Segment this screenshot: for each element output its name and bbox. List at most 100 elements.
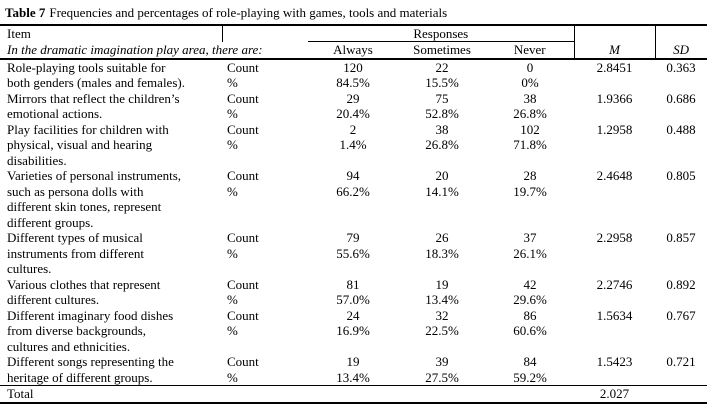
always-cell: 29 20.4%: [308, 91, 398, 122]
measure-label-cell: Count %: [222, 354, 308, 386]
percent-value: 13.4%: [336, 369, 370, 385]
count-value: 26: [435, 230, 449, 245]
sd-cell: 0.363: [666, 59, 696, 75]
count-value: 79: [346, 230, 360, 245]
table-row: Play facilities for children with physic…: [0, 122, 707, 169]
percent-value: 16.9%: [336, 323, 370, 338]
header-sd-spacer: [654, 24, 707, 42]
percent-value: 13.4%: [425, 292, 459, 307]
table-row: Role-playing tools suitable for both gen…: [0, 59, 707, 91]
item-cell: Various clothes that represent different…: [7, 276, 161, 308]
table-row: Mirrors that reflect the children’s emot…: [0, 91, 707, 122]
col-header-sd: SD: [654, 41, 707, 60]
never-cell: 102 71.8%: [486, 122, 574, 169]
percent-label: %: [227, 75, 238, 90]
col-header-never: Never: [486, 41, 575, 60]
count-value: 42: [523, 276, 537, 292]
count-value: 39: [435, 354, 449, 369]
header-row-top: Item Responses: [0, 24, 707, 42]
item-cell: Varieties of personal instruments, such …: [7, 168, 182, 230]
count-value: 24: [346, 307, 360, 323]
never-cell: 28 19.7%: [486, 168, 574, 230]
count-value: 94: [346, 168, 360, 183]
sd-cell: 0.767: [666, 307, 696, 323]
percent-value: 14.1%: [425, 183, 459, 199]
count-value: 81: [346, 276, 360, 292]
never-cell: 42 29.6%: [486, 277, 574, 308]
measure-label-cell: Count %: [222, 122, 308, 169]
count-value: 19: [435, 276, 449, 292]
percent-label: %: [227, 106, 238, 121]
table-number: Table 7: [5, 5, 46, 20]
count-label: Count: [227, 230, 259, 245]
measure-label-cell: Count %: [222, 230, 308, 277]
item-subheader: In the dramatic imagination play area, t…: [0, 41, 308, 60]
percent-label: %: [227, 137, 238, 152]
percent-label: %: [227, 323, 238, 338]
mean-cell: 1.5634: [596, 307, 633, 323]
total-empty-cell: [655, 385, 707, 404]
mean-cell: 2.4648: [596, 168, 633, 183]
measure-label-cell: Count %: [222, 59, 308, 91]
header-row-bottom: In the dramatic imagination play area, t…: [0, 41, 707, 60]
percent-value: 20.4%: [336, 106, 370, 121]
measure-label-cell: Count %: [222, 168, 308, 230]
total-empty-cell: [486, 385, 575, 404]
sd-cell: 0.857: [666, 230, 696, 245]
table-row: Varieties of personal instruments, such …: [0, 168, 707, 230]
count-value: 20: [435, 168, 449, 183]
table-caption-text: Frequencies and percentages of role-play…: [49, 5, 448, 20]
item-cell: Different types of musical instruments f…: [7, 230, 144, 276]
measure-label-cell: Count %: [222, 277, 308, 308]
count-value: 38: [523, 90, 537, 106]
count-value: 86: [523, 307, 537, 323]
percent-label: %: [227, 245, 238, 261]
table-row: Different songs representing the heritag…: [0, 354, 707, 386]
sd-cell: 0.892: [666, 276, 696, 292]
sometimes-cell: 26 18.3%: [398, 230, 486, 277]
count-label: Count: [227, 121, 259, 137]
never-cell: 84 59.2%: [486, 354, 574, 386]
percent-label: %: [227, 183, 238, 199]
percent-value: 60.6%: [513, 323, 547, 338]
percent-value: 15.5%: [425, 75, 459, 90]
count-label: Count: [227, 59, 259, 75]
percent-value: 0%: [521, 75, 539, 90]
sometimes-cell: 22 15.5%: [398, 59, 486, 91]
table-row: Various clothes that represent different…: [0, 277, 707, 308]
percent-value: 84.5%: [336, 75, 370, 90]
frequencies-table: Item Responses In the dramatic imaginati…: [0, 23, 707, 404]
total-row: Total 2.027: [0, 385, 707, 404]
count-label: Count: [227, 354, 259, 369]
percent-value: 57.0%: [336, 292, 370, 307]
percent-value: 66.2%: [336, 183, 370, 199]
percent-value: 71.8%: [513, 137, 547, 152]
count-value: 120: [343, 59, 363, 75]
col-header-sometimes: Sometimes: [398, 41, 486, 60]
count-value: 19: [346, 354, 360, 369]
total-mean-value: 2.027: [574, 385, 656, 404]
percent-value: 26.8%: [425, 137, 459, 152]
always-cell: 24 16.9%: [308, 308, 398, 355]
count-value: 29: [346, 90, 360, 106]
total-empty-cell: [398, 385, 486, 404]
percent-value: 55.6%: [336, 245, 370, 261]
percent-value: 52.8%: [425, 106, 459, 121]
sd-cell: 0.721: [666, 354, 696, 369]
item-cell: Mirrors that reflect the children’s emot…: [7, 90, 180, 122]
percent-label: %: [227, 369, 238, 385]
never-cell: 86 60.6%: [486, 308, 574, 355]
sd-cell: 0.488: [666, 121, 696, 137]
always-cell: 120 84.5%: [308, 59, 398, 91]
total-empty-cell: [308, 385, 398, 404]
percent-value: 22.5%: [425, 323, 459, 338]
sometimes-cell: 19 13.4%: [398, 277, 486, 308]
item-cell: Play facilities for children with physic…: [7, 121, 169, 168]
sometimes-cell: 20 14.1%: [398, 168, 486, 230]
count-value: 102: [520, 121, 540, 137]
percent-value: 29.6%: [513, 292, 547, 307]
never-cell: 38 26.8%: [486, 91, 574, 122]
col-header-item: Item: [0, 24, 223, 42]
percent-value: 27.5%: [425, 369, 459, 385]
